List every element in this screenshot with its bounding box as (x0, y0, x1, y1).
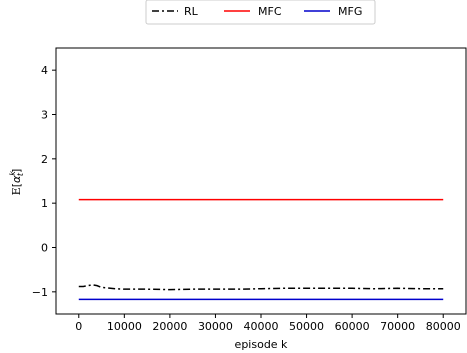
x-tick-label: 40000 (244, 320, 279, 333)
x-axis-label: episode k (235, 338, 289, 351)
y-tick-label: 4 (41, 64, 48, 77)
y-tick-label: 2 (41, 153, 48, 166)
x-tick-label: 0 (75, 320, 82, 333)
legend-box (145, 0, 376, 25)
legend: RL MFC MFG (145, 0, 376, 25)
legend-label-rl: RL (184, 5, 199, 18)
y-tick-label: 1 (41, 197, 48, 210)
plot-lines (78, 198, 444, 301)
x-tick-label: 10000 (107, 320, 142, 333)
x-tick-label: 60000 (335, 320, 370, 333)
y-tick-label: 3 (41, 109, 48, 122)
x-tick-label: 80000 (426, 320, 461, 333)
plot-frame (55, 47, 467, 315)
x-tick-label: 20000 (152, 320, 187, 333)
series-line-rl (78, 283, 444, 291)
x-tick-label: 30000 (198, 320, 233, 333)
x-tick-label: 70000 (380, 320, 415, 333)
y-axis: −1 0 1 2 3 4 (32, 64, 56, 299)
y-tick-label: −1 (32, 286, 48, 299)
x-tick-label: 50000 (289, 320, 324, 333)
legend-label-mfg: MFG (338, 5, 362, 18)
y-axis-label: E[αkt] (8, 169, 25, 196)
y-tick-label: 0 (41, 242, 48, 255)
legend-label-mfc: MFC (258, 5, 282, 18)
x-axis: 0 10000 20000 30000 40000 50000 60000 70000 8000… (75, 314, 461, 333)
